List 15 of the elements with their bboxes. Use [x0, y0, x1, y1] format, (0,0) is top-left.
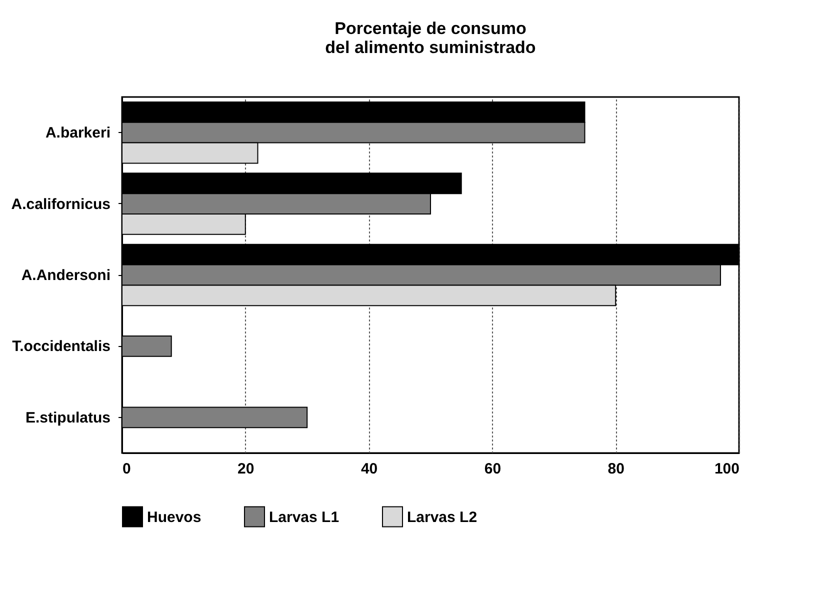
x-tick-label: 20 [238, 460, 254, 478]
y-tick-label: E.stipulatus [25, 409, 110, 426]
y-tick-label: T.occidentalis [12, 338, 110, 356]
x-tick-label: 40 [360, 460, 378, 478]
x-tick-label: 0 [122, 460, 131, 478]
chart-title: Porcentaje de consumo del alimento suministrado [325, 19, 536, 57]
legend-label: Larvas L1 [269, 508, 340, 526]
legend-label: Larvas L2 [407, 508, 478, 526]
legend-label: Huevos [147, 508, 202, 526]
x-tick-label: 80 [608, 460, 624, 478]
y-tick-label: A.californicus [11, 196, 110, 213]
x-tick-label: 60 [484, 460, 502, 478]
x-tick-label: 100 [714, 460, 740, 478]
y-tick-label: A.barkeri [45, 124, 110, 142]
y-tick-label: A.Andersoni [21, 267, 110, 284]
